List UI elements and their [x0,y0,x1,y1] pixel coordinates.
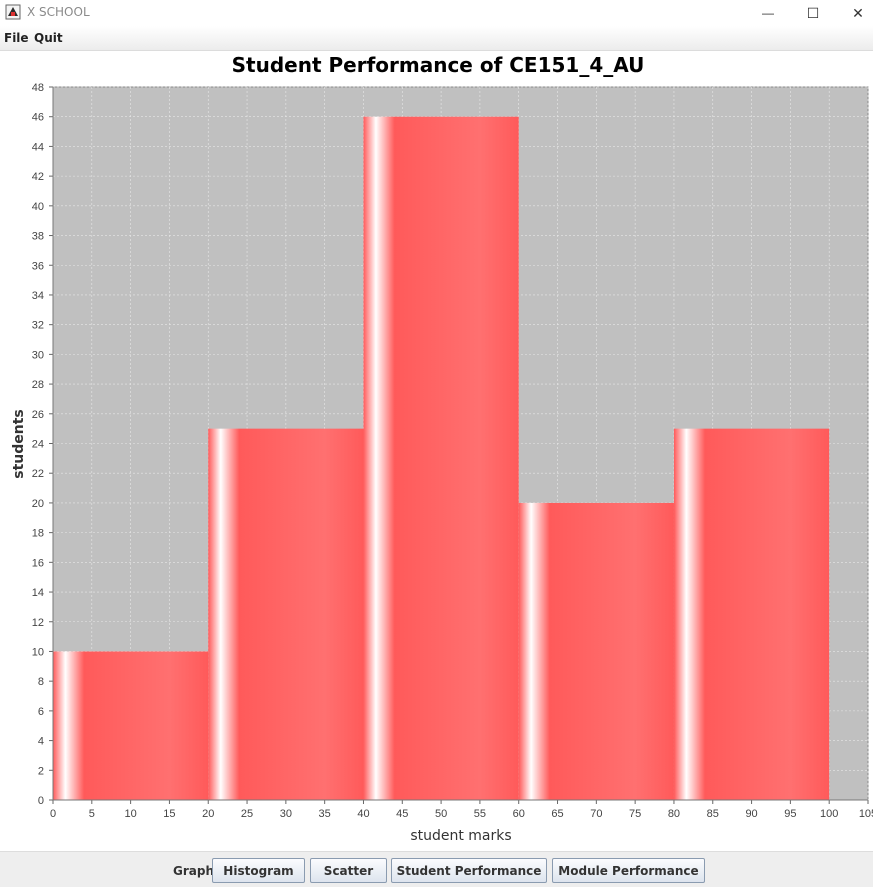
bars [53,116,830,801]
y-tick-label: 10 [32,646,44,658]
graph-label: Graph [173,864,214,878]
x-tick-label: 75 [629,808,641,820]
y-tick-label: 28 [32,379,44,391]
y-tick-label: 32 [32,320,44,332]
histogram-bar [363,116,519,801]
x-tick-label: 35 [319,808,331,820]
y-tick-label: 40 [32,201,44,213]
menu-quit[interactable]: Quit [34,31,63,45]
close-icon: ✕ [852,4,864,21]
y-tick-label: 2 [38,765,44,777]
scatter-button[interactable]: Scatter [310,858,387,883]
x-tick-label: 25 [241,808,253,820]
maximize-button[interactable]: ☐ [790,0,836,26]
y-tick-label: 4 [38,736,44,748]
x-tick-label: 60 [513,808,525,820]
module-performance-button[interactable]: Module Performance [552,858,705,883]
y-tick-label: 24 [32,439,44,451]
y-tick-label: 16 [32,557,44,569]
x-tick-label: 105 [859,808,873,820]
x-tick-label: 50 [435,808,447,820]
y-tick-label: 14 [32,587,44,599]
y-tick-label: 18 [32,528,44,540]
x-tick-label: 30 [280,808,292,820]
y-tick-label: 20 [32,498,44,510]
y-tick-label: 36 [32,260,44,272]
x-tick-label: 45 [396,808,408,820]
x-tick-label: 15 [163,808,175,820]
student-performance-button[interactable]: Student Performance [391,858,547,883]
menu-file[interactable]: File [4,31,29,45]
y-tick-label: 38 [32,231,44,243]
y-tick-label: 8 [38,676,44,688]
title-bar: X SCHOOL — ☐ ✕ [0,0,873,26]
histogram-bar [518,502,674,800]
y-tick-label: 48 [32,82,44,94]
y-tick-label: 26 [32,409,44,421]
menu-bar: File Quit [0,26,873,51]
x-tick-label: 55 [474,808,486,820]
y-axis-label: students [11,409,27,479]
x-tick-label: 95 [784,808,796,820]
histogram-chart: Student Performance of CE151_4_AU 024681… [11,53,873,844]
x-axis: 0 5 10 15 20 25 30 35 40 45 50 55 60 65 70 75 80 85 90 95 10… [50,799,873,820]
y-tick-label: 0 [38,795,44,807]
window-title: X SCHOOL [27,5,90,19]
x-tick-label: 40 [357,808,369,820]
app-icon [5,4,21,20]
x-tick-label: 10 [124,808,136,820]
minimize-icon: — [762,6,774,20]
x-axis-label: student marks [410,828,511,844]
x-tick-label: 85 [707,808,719,820]
y-tick-label: 30 [32,349,44,361]
graph-toolbar: Graph Histogram Scatter Student Performa… [0,851,873,887]
chart-title: Student Performance of CE151_4_AU [232,53,645,77]
x-tick-label: 100 [820,808,838,820]
x-tick-label: 20 [202,808,214,820]
y-tick-label: 46 [32,112,44,124]
x-tick-label: 90 [745,808,757,820]
y-tick-label: 34 [32,290,44,302]
x-tick-label: 80 [668,808,680,820]
x-tick-label: 70 [590,808,602,820]
histogram-bar [673,428,830,800]
y-tick-label: 12 [32,617,44,629]
histogram-button[interactable]: Histogram [212,858,305,883]
y-tick-label: 44 [32,141,44,153]
close-button[interactable]: ✕ [835,0,873,26]
minimize-button[interactable]: — [745,0,791,26]
x-tick-label: 0 [50,808,56,820]
x-tick-label: 65 [551,808,563,820]
x-tick-label: 5 [89,808,95,820]
y-tick-label: 22 [32,468,44,480]
y-tick-label: 42 [32,171,44,183]
y-axis: 0246810121416182022242628303234363840424… [32,82,54,807]
histogram-bar [208,428,364,800]
maximize-icon: ☐ [806,4,820,21]
histogram-bar [53,651,209,800]
y-tick-label: 6 [38,706,44,718]
